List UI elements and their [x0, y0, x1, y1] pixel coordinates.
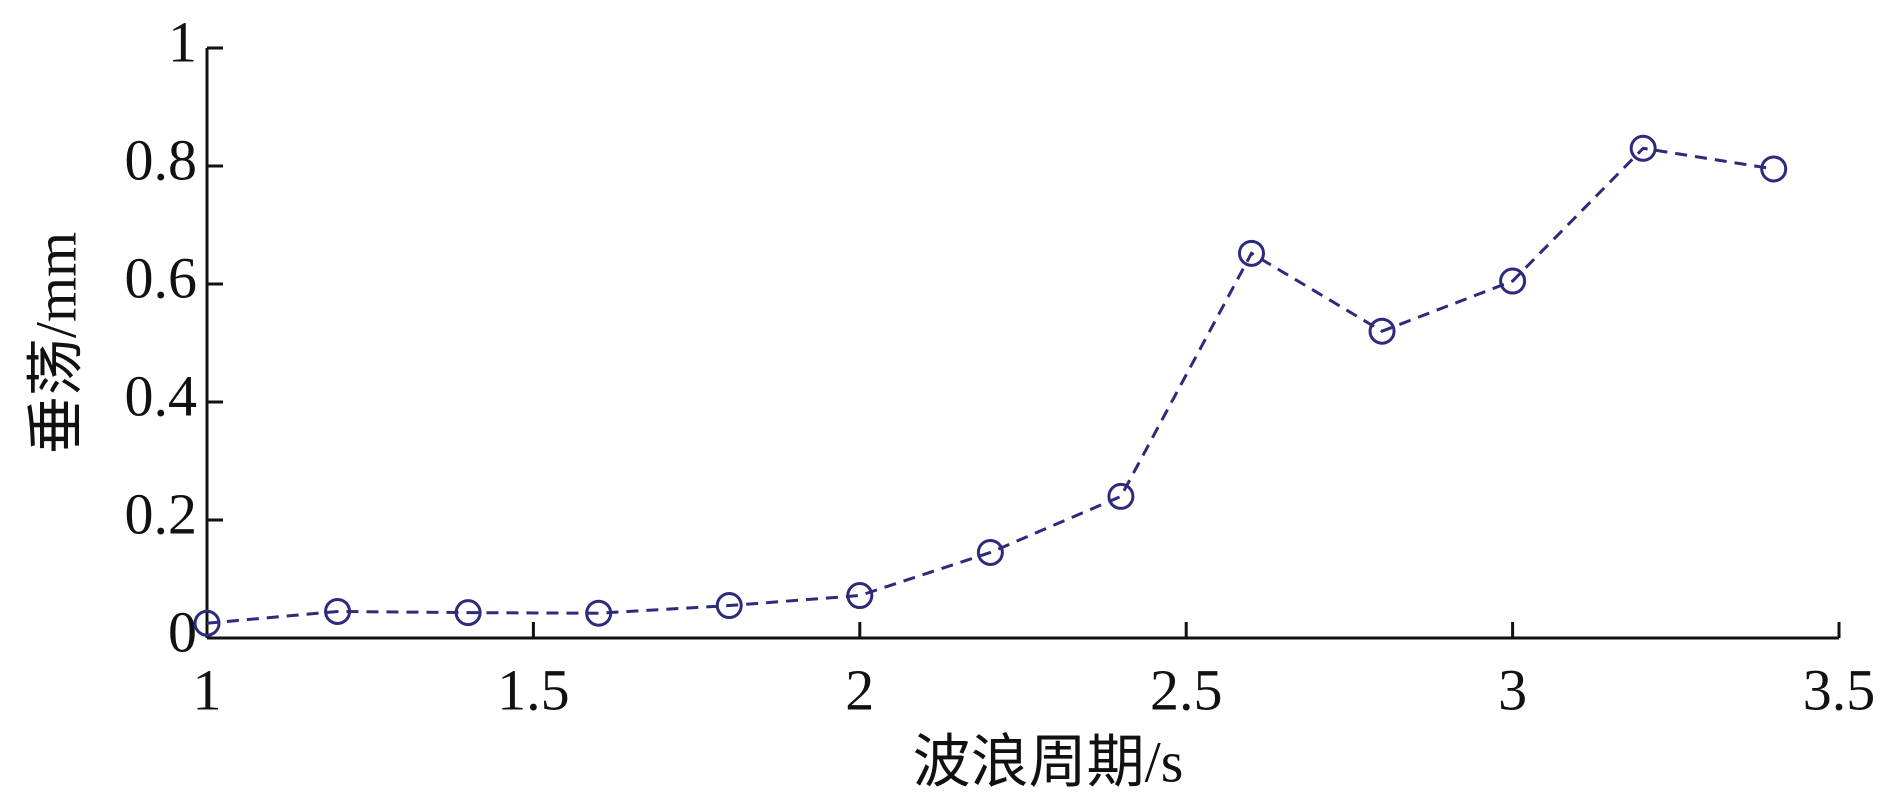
y-tick-label: 0.2: [125, 481, 198, 546]
data-point: [846, 582, 874, 610]
x-axis-label: 波浪周期/s: [913, 729, 1184, 794]
y-tick-label: 0: [168, 599, 197, 664]
data-point: [1629, 134, 1657, 162]
data-point: [715, 592, 743, 620]
data-point: [324, 597, 352, 625]
x-tick-label: 1.5: [497, 657, 570, 722]
data-point: [976, 538, 1004, 566]
y-tick-label: 1: [168, 9, 197, 74]
y-axis-label: 垂荡/mm: [23, 232, 88, 454]
x-tick-label: 3: [1498, 657, 1527, 722]
x-tick-label: 3.5: [1803, 657, 1876, 722]
data-point: [1760, 155, 1788, 183]
y-tick-label: 0.6: [125, 245, 198, 310]
data-point: [1368, 317, 1396, 345]
data-point: [193, 609, 221, 637]
data-point: [1237, 239, 1265, 267]
x-tick-label: 1: [193, 657, 222, 722]
x-tick-label: 2: [845, 657, 874, 722]
data-point: [1499, 267, 1527, 295]
data-point: [454, 599, 482, 627]
y-tick-label: 0.4: [125, 363, 198, 428]
x-tick-label: 2.5: [1150, 657, 1223, 722]
data-line: [206, 146, 1774, 625]
data-point: [585, 599, 613, 627]
data-point: [1107, 482, 1135, 510]
y-tick-label: 0.8: [125, 127, 198, 192]
